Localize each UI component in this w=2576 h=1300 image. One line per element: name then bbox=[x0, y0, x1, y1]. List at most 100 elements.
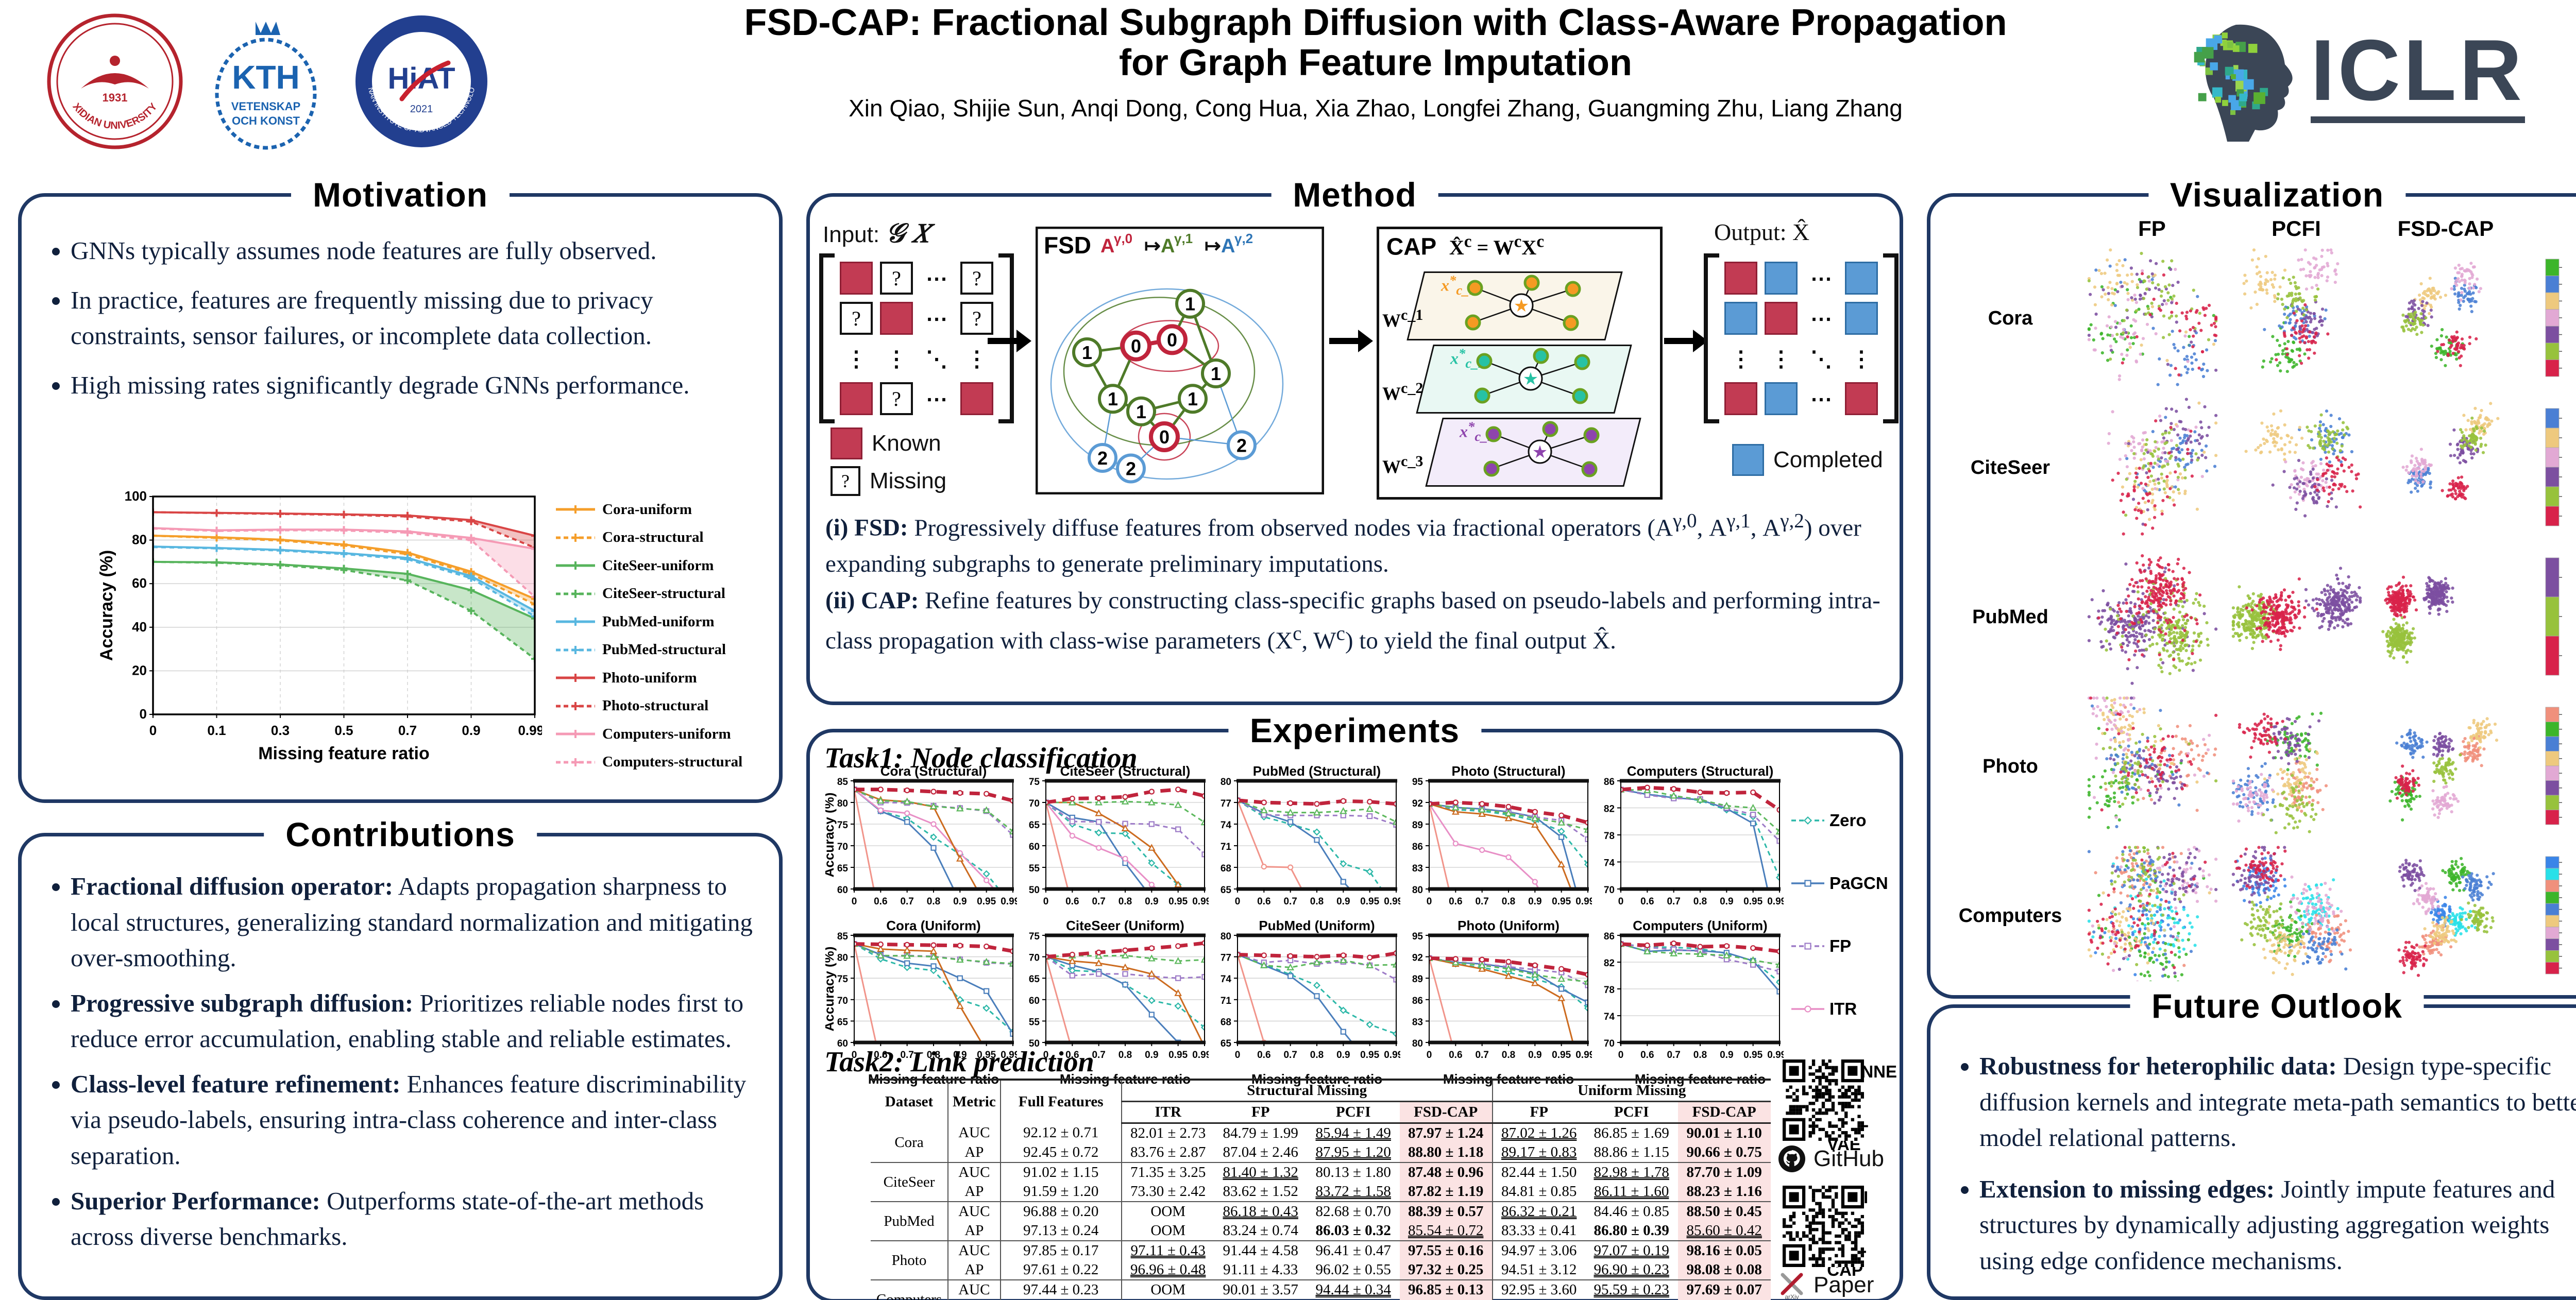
svg-text:↦: ↦ bbox=[1144, 235, 1161, 257]
svg-text:0.995: 0.995 bbox=[1192, 1050, 1209, 1060]
known-cell bbox=[840, 382, 873, 415]
svg-text:0.7: 0.7 bbox=[900, 896, 913, 907]
svg-text:0: 0 bbox=[1167, 329, 1177, 350]
svg-text:60: 60 bbox=[1029, 842, 1040, 852]
svg-text:0.95: 0.95 bbox=[977, 896, 996, 907]
svg-text:71: 71 bbox=[1221, 996, 1232, 1006]
svg-text:0: 0 bbox=[1235, 1050, 1241, 1060]
svg-text:50: 50 bbox=[1029, 885, 1040, 896]
svg-text:0.995: 0.995 bbox=[518, 723, 542, 738]
dots: ⋮ bbox=[845, 346, 867, 371]
svg-text:0.8: 0.8 bbox=[1310, 896, 1324, 907]
svg-text:92: 92 bbox=[1412, 798, 1423, 809]
tsne-citeseer-pcfi bbox=[2244, 409, 2362, 518]
svg-text:55: 55 bbox=[1029, 1017, 1040, 1028]
dots: ⋯ bbox=[926, 306, 947, 331]
kth-logo: KTH VETENSKAP OCH KONST bbox=[199, 11, 333, 154]
legend-item: Computers-structural bbox=[556, 754, 743, 771]
svg-text:0.7: 0.7 bbox=[1092, 1050, 1105, 1060]
poster-title-line1: FSD-CAP: Fractional Subgraph Diffusion w… bbox=[744, 2, 2007, 43]
svg-text:0.9: 0.9 bbox=[1528, 1050, 1541, 1060]
legend-item: FP bbox=[1791, 915, 1897, 978]
github-link: GitHub bbox=[1777, 1144, 1884, 1173]
svg-text:80: 80 bbox=[1221, 777, 1231, 788]
svg-text:60: 60 bbox=[837, 1038, 848, 1049]
svg-text:70: 70 bbox=[1604, 885, 1615, 896]
svg-text:77: 77 bbox=[1221, 798, 1231, 809]
svg-text:0.9: 0.9 bbox=[1336, 896, 1350, 907]
svg-text:1: 1 bbox=[1185, 294, 1195, 315]
known-legend: Known bbox=[831, 427, 941, 459]
svg-text:0.9: 0.9 bbox=[953, 896, 967, 907]
svg-text:2: 2 bbox=[1236, 435, 1247, 456]
svg-text:0.5: 0.5 bbox=[334, 723, 353, 738]
svg-text:82: 82 bbox=[1604, 804, 1615, 815]
completed-swatch bbox=[1732, 444, 1764, 476]
subplot-citeseer-uniform-: 50 55 60 65 70 75 0 0.6 0.7 0.8 0.9 0.95 0.995 CiteSe… bbox=[1029, 918, 1209, 1087]
svg-text:65: 65 bbox=[837, 863, 849, 874]
svg-text:65: 65 bbox=[1029, 974, 1040, 985]
svg-text:80: 80 bbox=[1412, 885, 1423, 896]
completed-cell bbox=[1765, 382, 1798, 415]
tsne-pubmed-fp bbox=[2087, 554, 2218, 685]
svg-text:86: 86 bbox=[1604, 777, 1615, 788]
missing-cell: ? bbox=[880, 262, 913, 295]
svg-text:0.95: 0.95 bbox=[1552, 1050, 1571, 1060]
svg-text:40: 40 bbox=[132, 619, 147, 635]
svg-text:0.9: 0.9 bbox=[1528, 896, 1541, 907]
motivation-chart-legend: Cora-uniform Cora-structural CiteSeer-unif… bbox=[555, 495, 776, 776]
contribution-item: Superior Performance: Outperforms state-… bbox=[71, 1183, 758, 1255]
known-cell bbox=[1724, 262, 1757, 295]
svg-text:A: A bbox=[1161, 235, 1175, 257]
legend-item: PaGCN bbox=[1791, 852, 1897, 915]
tsne-cora-pcfi bbox=[2242, 248, 2340, 373]
legend-item: Cora-structural bbox=[556, 529, 704, 546]
svg-text:0: 0 bbox=[1159, 426, 1170, 448]
svg-text:0: 0 bbox=[1043, 896, 1049, 907]
svg-text:0.6: 0.6 bbox=[1449, 896, 1462, 907]
svg-text:0.6: 0.6 bbox=[1257, 1050, 1270, 1060]
svg-text:0: 0 bbox=[1427, 1050, 1432, 1060]
dots: ⋯ bbox=[1810, 386, 1832, 411]
arrow-icon bbox=[1664, 330, 1708, 352]
future-outlook-panel: Future Outlook Robustness for heterophil… bbox=[1927, 981, 2576, 1300]
svg-text:0.995: 0.995 bbox=[1001, 1050, 1017, 1060]
svg-text:85: 85 bbox=[837, 777, 849, 788]
subplot-pubmed-uniform-: 65 68 71 74 77 80 0 0.6 0.7 0.8 0.9 0.95 0.995 PubMed… bbox=[1221, 918, 1400, 1087]
svg-text:A: A bbox=[1100, 235, 1114, 257]
svg-text:0.7: 0.7 bbox=[398, 723, 417, 738]
viz-row-label: PubMed bbox=[1972, 606, 2048, 628]
svg-text:0: 0 bbox=[1235, 896, 1241, 907]
tsne-cora-fsd-cap bbox=[2400, 262, 2482, 367]
svg-text:92: 92 bbox=[1412, 953, 1423, 964]
svg-text:OCH KONST: OCH KONST bbox=[232, 114, 300, 127]
completed-cell bbox=[1845, 262, 1878, 295]
svg-text:0.995: 0.995 bbox=[1767, 896, 1784, 907]
svg-text:0: 0 bbox=[1043, 1050, 1049, 1060]
dots: ⋯ bbox=[926, 386, 947, 411]
svg-text:1: 1 bbox=[1211, 363, 1221, 384]
input-math: 𝒢 𝑋 bbox=[886, 219, 929, 248]
paper-link: arXiv Paper bbox=[1777, 1271, 1874, 1299]
svg-text:1: 1 bbox=[1082, 342, 1092, 363]
viz-col-fsdcap: FSD-CAP bbox=[2397, 216, 2494, 241]
viz-col-fp: FP bbox=[2138, 216, 2166, 241]
svg-text:95: 95 bbox=[1412, 931, 1423, 942]
svg-text:0.9: 0.9 bbox=[1720, 1050, 1733, 1060]
svg-text:0.6: 0.6 bbox=[1449, 1050, 1462, 1060]
svg-text:77: 77 bbox=[1221, 953, 1231, 964]
subplot-pubmed-structural-: 65 68 71 74 77 80 0 0.6 0.7 0.8 0.9 0.95 0.995 PubMed… bbox=[1221, 763, 1400, 907]
method-desc-fsd: (i) FSD: Progressively diffuse features … bbox=[825, 509, 1861, 578]
svg-text:CiteSeer (Uniform): CiteSeer (Uniform) bbox=[1066, 918, 1184, 933]
svg-text:0: 0 bbox=[1427, 896, 1432, 907]
method-description: (i) FSD: Progressively diffuse features … bbox=[825, 506, 1882, 659]
svg-text:86: 86 bbox=[1412, 842, 1423, 852]
github-qr bbox=[1783, 1059, 1864, 1143]
svg-text:70: 70 bbox=[837, 842, 848, 852]
svg-text:0.995: 0.995 bbox=[1767, 1050, 1784, 1060]
contributions-panel: Contributions Fractional diffusion opera… bbox=[18, 810, 783, 1300]
svg-text:Cora (Structural): Cora (Structural) bbox=[880, 763, 987, 779]
arxiv-text: arXiv bbox=[1785, 1293, 1799, 1299]
svg-text:75: 75 bbox=[1029, 777, 1040, 788]
svg-text:0.8: 0.8 bbox=[1693, 1050, 1707, 1060]
